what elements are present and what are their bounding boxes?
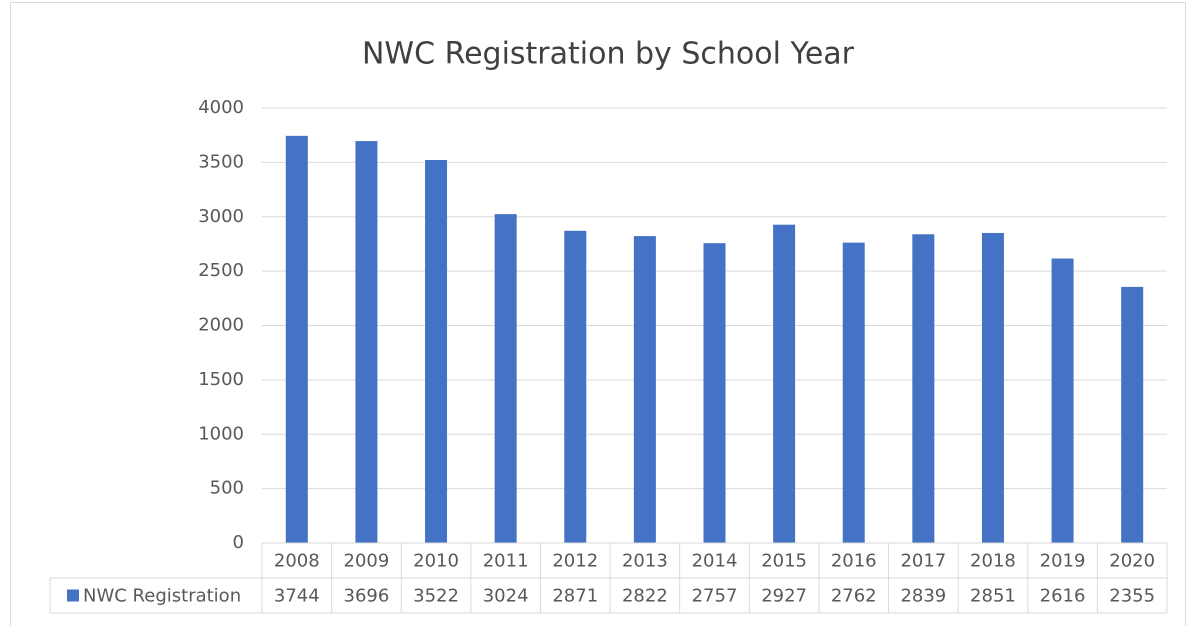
x-tick-label: 2008 bbox=[274, 551, 320, 572]
bar bbox=[912, 234, 935, 544]
table-value: 2616 bbox=[1040, 586, 1086, 607]
y-tick-label: 4000 bbox=[198, 97, 244, 118]
y-tick-label: 500 bbox=[210, 478, 244, 499]
bar bbox=[355, 141, 378, 543]
bar bbox=[1121, 286, 1144, 543]
x-tick-label: 2018 bbox=[970, 551, 1016, 572]
table-value: 2762 bbox=[831, 586, 877, 607]
y-tick-label: 2000 bbox=[198, 315, 244, 336]
x-tick-label: 2009 bbox=[344, 551, 390, 572]
bar bbox=[285, 135, 308, 543]
x-tick-label: 2015 bbox=[761, 551, 807, 572]
legend-swatch bbox=[67, 589, 79, 602]
legend-label: NWC Registration bbox=[83, 586, 241, 607]
bar bbox=[494, 214, 517, 543]
x-tick-label: 2020 bbox=[1109, 551, 1155, 572]
x-tick-label: 2019 bbox=[1040, 551, 1086, 572]
chart-title: NWC Registration by School Year bbox=[362, 37, 855, 72]
bar bbox=[773, 224, 796, 543]
bar bbox=[564, 230, 587, 543]
table-value: 2927 bbox=[761, 586, 807, 607]
chart-border bbox=[10, 2, 1186, 626]
table-value: 3744 bbox=[274, 586, 320, 607]
y-tick-label: 1000 bbox=[198, 423, 244, 444]
y-tick-label: 2500 bbox=[198, 260, 244, 281]
x-tick-label: 2014 bbox=[692, 551, 738, 572]
bar bbox=[981, 232, 1004, 544]
x-tick-label: 2013 bbox=[622, 551, 668, 572]
bar bbox=[425, 159, 448, 544]
y-tick-label: 3000 bbox=[198, 206, 244, 227]
table-value: 3522 bbox=[413, 586, 459, 607]
y-tick-label: 3500 bbox=[198, 151, 244, 172]
table-value: 2839 bbox=[900, 586, 946, 607]
table-value: 2851 bbox=[970, 586, 1016, 607]
x-tick-label: 2012 bbox=[552, 551, 598, 572]
table-value: 2757 bbox=[692, 586, 738, 607]
y-tick-label: 1500 bbox=[198, 369, 244, 390]
x-tick-label: 2011 bbox=[483, 551, 529, 572]
x-tick-label: 2010 bbox=[413, 551, 459, 572]
bar bbox=[842, 242, 865, 543]
bar bbox=[1051, 258, 1074, 543]
y-tick-label: 0 bbox=[233, 532, 244, 553]
table-value: 2355 bbox=[1109, 586, 1155, 607]
bar bbox=[703, 243, 726, 543]
x-tick-label: 2016 bbox=[831, 551, 877, 572]
table-value: 2822 bbox=[622, 586, 668, 607]
bar bbox=[633, 236, 656, 544]
table-value: 3696 bbox=[344, 586, 390, 607]
table-value: 2871 bbox=[552, 586, 598, 607]
x-tick-label: 2017 bbox=[900, 551, 946, 572]
table-value: 3024 bbox=[483, 586, 529, 607]
